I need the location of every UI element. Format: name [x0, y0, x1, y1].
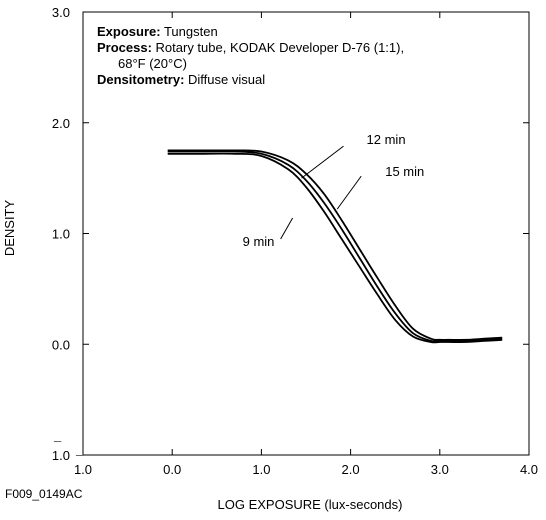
- y-tick-label: 2.0: [52, 116, 70, 131]
- y-axis-title: DENSITY: [2, 200, 17, 257]
- curve-15-min: [167, 149, 503, 341]
- process-value-cont: 68°F (20°C): [118, 56, 187, 71]
- annotation-leader: [301, 145, 344, 179]
- y-tick-label: 3.0: [52, 5, 70, 20]
- annotation-label: 15 min: [385, 164, 424, 179]
- x-tick-bar-mark: ¯: [75, 453, 84, 468]
- curves: [167, 149, 503, 344]
- x-tick-label: 0.0: [163, 462, 181, 477]
- x-tick-label: 3.0: [431, 462, 449, 477]
- densitometry-value: Diffuse visual: [184, 72, 266, 87]
- exposure-label: Exposure:: [97, 24, 161, 39]
- process-value: Rotary tube, KODAK Developer D-76 (1:1),: [151, 40, 405, 55]
- annotation-leader: [336, 175, 362, 210]
- y-tick-label: 0.0: [52, 337, 70, 352]
- x-tick-label: 4.0: [520, 462, 538, 477]
- densitometry-label: Densitometry:: [97, 72, 185, 87]
- process-row-cont: 68°F (20°C): [97, 56, 517, 72]
- conditions-box: Exposure: Tungsten Process: Rotary tube,…: [97, 24, 517, 88]
- figure-id: F009_0149AC: [5, 487, 83, 501]
- y-tick-label: 1.0: [52, 227, 70, 242]
- process-label: Process:: [97, 40, 152, 55]
- annotation-leader: [280, 217, 294, 240]
- exposure-value: Tungsten: [160, 24, 218, 39]
- curve-12-min: [167, 150, 503, 343]
- axis-ticks: 1.0¯0.01.02.03.01.0¯0.0 1.0 2.0 3.0 4.0: [52, 5, 538, 477]
- exposure-row: Exposure: Tungsten: [97, 24, 517, 40]
- curve-annotations: 12 min 15 min 9 min: [243, 132, 425, 249]
- curve-9-min: [167, 152, 503, 344]
- x-axis-title: LOG EXPOSURE (lux-seconds): [218, 497, 403, 512]
- y-tick-label: 1.0: [52, 448, 70, 463]
- annotation-label: 9 min: [243, 234, 275, 249]
- x-tick-label: 1.0: [74, 462, 92, 477]
- y-tick-bar-mark: ¯: [53, 439, 62, 454]
- annotation-label: 12 min: [367, 132, 406, 147]
- process-row: Process: Rotary tube, KODAK Developer D-…: [97, 40, 517, 56]
- x-tick-label: 1.0: [252, 462, 270, 477]
- x-tick-label: 2.0: [342, 462, 360, 477]
- densitometry-row: Densitometry: Diffuse visual: [97, 72, 517, 88]
